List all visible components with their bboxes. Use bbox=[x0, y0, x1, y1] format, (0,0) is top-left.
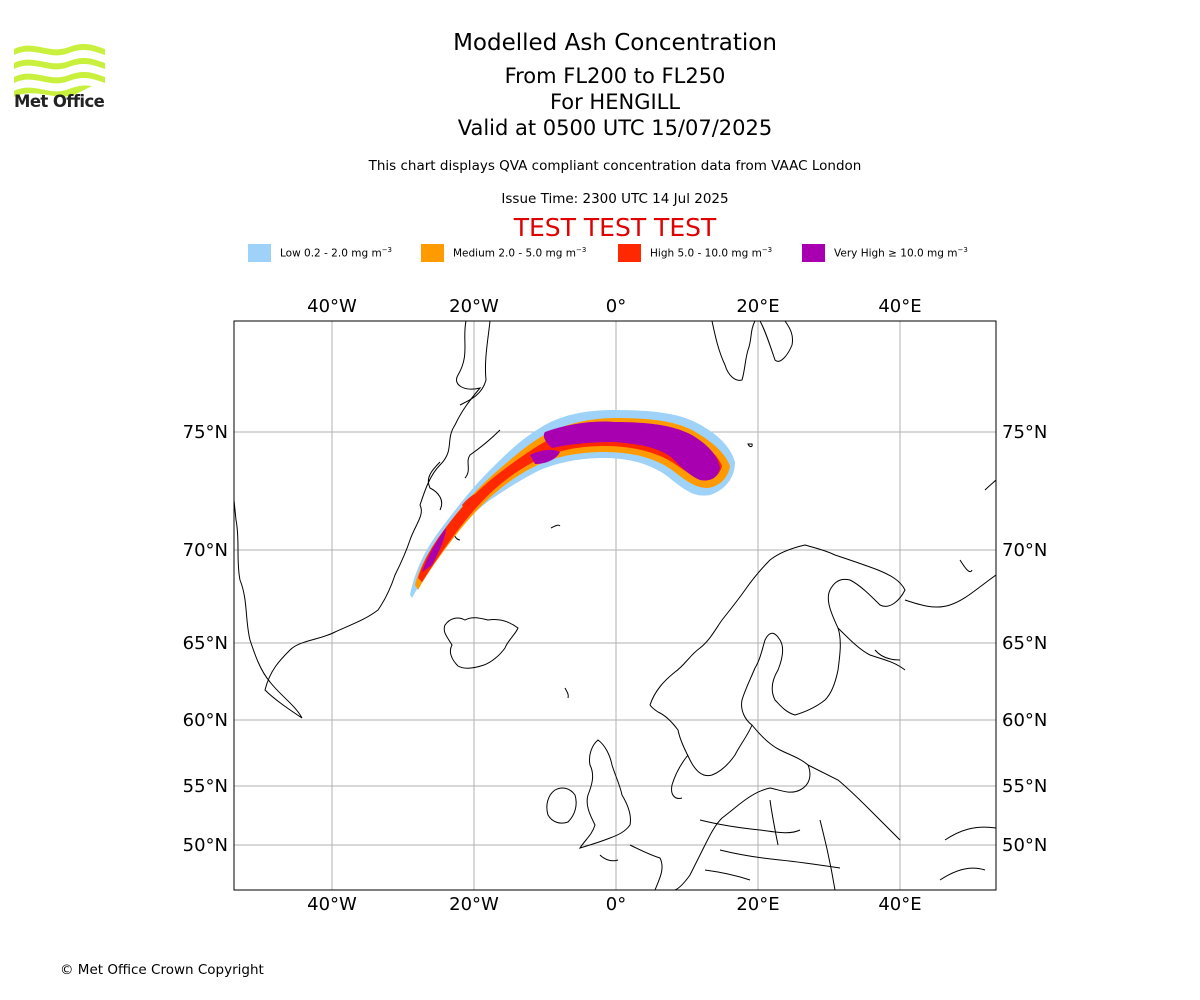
greenland-coast bbox=[234, 321, 482, 719]
lat-tick-left: 75°N bbox=[183, 422, 228, 443]
svalbard-coast bbox=[711, 321, 756, 381]
lon-tick-top: 0° bbox=[606, 296, 626, 317]
legend-swatch-very-high bbox=[802, 244, 825, 262]
plume-very-high bbox=[422, 528, 446, 572]
iceland-coast bbox=[443, 617, 519, 669]
lat-tick-right: 50°N bbox=[1002, 835, 1047, 856]
legend-label-very-high: Very High ≥ 10.0 mg m bbox=[834, 247, 958, 260]
uk-coast bbox=[578, 739, 631, 849]
lat-tick-right: 65°N bbox=[1002, 633, 1047, 654]
legend-swatch-low bbox=[248, 244, 271, 262]
legend-unit-sup: −3 bbox=[381, 246, 393, 255]
lat-tick-left: 60°N bbox=[183, 710, 228, 731]
lon-tick-bottom: 20°W bbox=[449, 894, 499, 915]
valid-time: Valid at 0500 UTC 15/07/2025 bbox=[457, 116, 773, 140]
map-area bbox=[234, 321, 996, 890]
lat-tick-left: 70°N bbox=[183, 540, 228, 561]
lon-tick-bottom: 40°W bbox=[307, 894, 357, 915]
copyright-text: © Met Office Crown Copyright bbox=[60, 962, 264, 978]
legend-unit-sup: −3 bbox=[575, 246, 587, 255]
map-frame bbox=[233, 320, 997, 891]
volcano-name: For HENGILL bbox=[549, 90, 681, 114]
legend-label-medium: Medium 2.0 - 5.0 mg m bbox=[453, 247, 576, 260]
lon-tick-top: 20°E bbox=[736, 296, 779, 317]
lon-tick-bottom: 20°E bbox=[736, 894, 779, 915]
lat-tick-right: 75°N bbox=[1002, 422, 1047, 443]
met-office-logo-icon bbox=[14, 43, 105, 97]
test-banner: TEST TEST TEST bbox=[513, 213, 717, 242]
legend-item-medium: Medium 2.0 - 5.0 mg m−3 bbox=[421, 244, 586, 262]
lat-tick-left: 50°N bbox=[183, 835, 228, 856]
level-range: From FL200 to FL250 bbox=[504, 64, 726, 88]
legend-item-very-high: Very High ≥ 10.0 mg m−3 bbox=[802, 244, 968, 262]
lat-tick-right: 60°N bbox=[1002, 710, 1047, 731]
coastlines bbox=[234, 321, 996, 890]
legend-item-high: High 5.0 - 10.0 mg m−3 bbox=[618, 244, 772, 262]
lon-tick-top: 20°W bbox=[449, 296, 499, 317]
axis-labels: 40°W 20°W 0° 20°E 40°E 40°W 20°W 0° 20°E… bbox=[183, 296, 1048, 915]
legend-unit-sup: −3 bbox=[761, 246, 773, 255]
legend-label-low: Low 0.2 - 2.0 mg m bbox=[280, 247, 382, 260]
logo-text: Met Office bbox=[14, 92, 105, 111]
issue-time: Issue Time: 2300 UTC 14 Jul 2025 bbox=[501, 191, 729, 207]
lat-tick-left: 65°N bbox=[183, 633, 228, 654]
legend-swatch-high bbox=[618, 244, 641, 262]
description-text: This chart displays QVA compliant concen… bbox=[368, 158, 862, 174]
lon-tick-bottom: 0° bbox=[606, 894, 626, 915]
legend-swatch-medium bbox=[421, 244, 444, 262]
legend-item-low: Low 0.2 - 2.0 mg m−3 bbox=[248, 244, 392, 262]
lat-tick-right: 55°N bbox=[1002, 776, 1047, 797]
legend-label-high: High 5.0 - 10.0 mg m bbox=[650, 247, 762, 260]
lon-tick-top: 40°E bbox=[878, 296, 921, 317]
lat-tick-left: 55°N bbox=[183, 776, 228, 797]
scandinavia-coast bbox=[649, 544, 906, 777]
legend-unit-sup: −3 bbox=[957, 246, 968, 255]
chart-title: Modelled Ash Concentration bbox=[453, 30, 777, 56]
ash-plume bbox=[410, 410, 735, 598]
lat-tick-right: 70°N bbox=[1002, 540, 1047, 561]
lon-tick-top: 40°W bbox=[307, 296, 357, 317]
lon-tick-bottom: 40°E bbox=[878, 894, 921, 915]
ireland-coast bbox=[546, 787, 577, 824]
europe-coast bbox=[674, 724, 811, 890]
